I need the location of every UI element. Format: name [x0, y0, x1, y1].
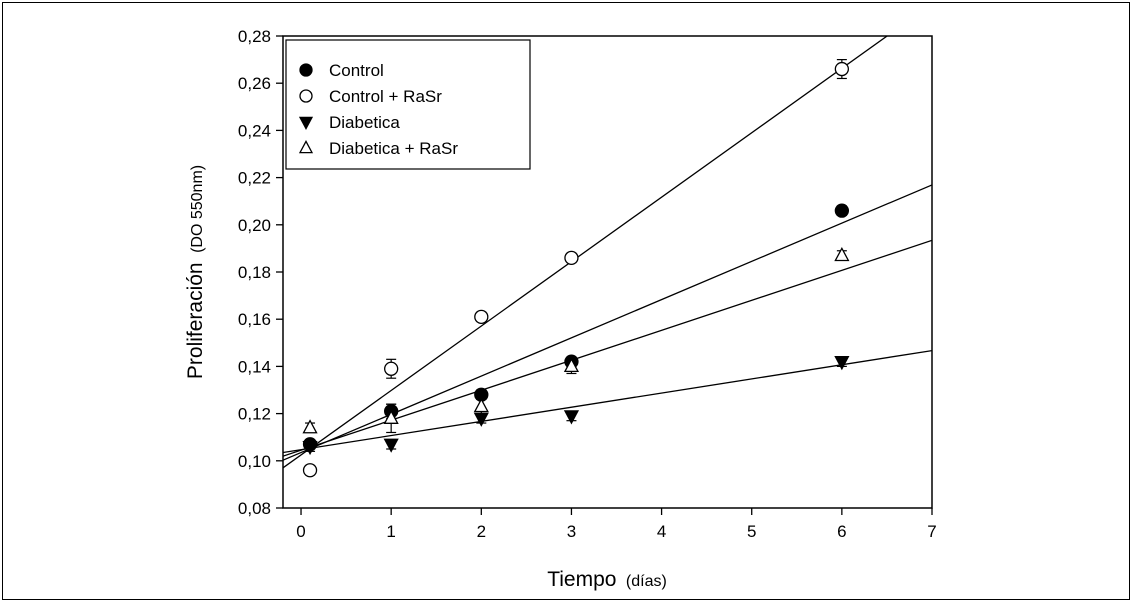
x-tick-label: 3 [567, 522, 576, 541]
legend-label-diabetica: Diabetica [329, 113, 400, 132]
y-tick-label: 0,26 [238, 74, 271, 93]
point-diabetica [302, 440, 318, 456]
y-tick-label: 0,14 [238, 357, 271, 376]
y-tick-label: 0,10 [238, 452, 271, 471]
y-tick-label: 0,12 [238, 405, 271, 424]
x-tick-label: 7 [927, 522, 936, 541]
x-tick-label: 2 [477, 522, 486, 541]
point-control-rasr [474, 309, 489, 324]
x-axis-ticks: 0 1 2 3 4 5 6 7 [296, 508, 937, 541]
point-control-rasr [384, 361, 399, 376]
point-diabetica [473, 412, 489, 427]
y-tick-label: 0,20 [238, 216, 271, 235]
point-diabetica-rasr [563, 357, 580, 373]
fit-line-diabetica [283, 349, 932, 454]
data-points [302, 61, 850, 478]
y-tick-label: 0,08 [238, 499, 271, 518]
x-tick-label: 5 [747, 522, 756, 541]
legend-marker-diabetica-rasr [298, 140, 314, 154]
fit-line-control [283, 184, 932, 461]
point-diabetica [834, 356, 850, 371]
y-tick-label: 0,24 [238, 121, 271, 140]
legend-marker-control [299, 63, 313, 77]
y-axis-ticks: 0,08 0,10 0,12 0,14 0,16 0,18 0,20 0,22 0,24 0,26… [238, 27, 283, 518]
x-axis-title: Tiempo (días) [547, 568, 667, 591]
point-diabetica-rasr [383, 409, 399, 424]
x-tick-label: 4 [657, 522, 666, 541]
point-control-rasr [834, 61, 850, 77]
legend-box [285, 39, 531, 170]
y-tick-label: 0,28 [238, 27, 271, 46]
point-control-rasr [564, 250, 579, 265]
legend: Control Control + RaSr Diabetica Diabetica … [285, 39, 531, 170]
fit-line-control-rasr [283, 36, 889, 469]
y-tick-label: 0,22 [238, 169, 271, 188]
y-axis-title: Proliferación (DO 550nm) [184, 165, 207, 379]
point-diabetica [383, 438, 399, 453]
point-diabetica [563, 410, 580, 425]
x-tick-label: 1 [386, 522, 395, 541]
x-tick-label: 0 [296, 522, 305, 541]
point-control-rasr [302, 463, 318, 478]
legend-label-diabetica-rasr: Diabetica + RaSr [329, 139, 458, 158]
point-diabetica-rasr [302, 419, 318, 434]
legend-marker-diabetica [298, 116, 314, 130]
x-tick-label: 6 [837, 522, 846, 541]
legend-label-control-rasr: Control + RaSr [329, 87, 442, 106]
point-control [834, 203, 850, 218]
fit-line-diabetica-rasr [283, 239, 932, 457]
legend-marker-control-rasr [299, 89, 313, 103]
point-diabetica-rasr [473, 397, 489, 413]
y-tick-label: 0,18 [238, 263, 271, 282]
legend-label-control: Control [329, 61, 384, 80]
y-tick-label: 0,16 [238, 310, 271, 329]
point-diabetica-rasr [834, 246, 850, 262]
